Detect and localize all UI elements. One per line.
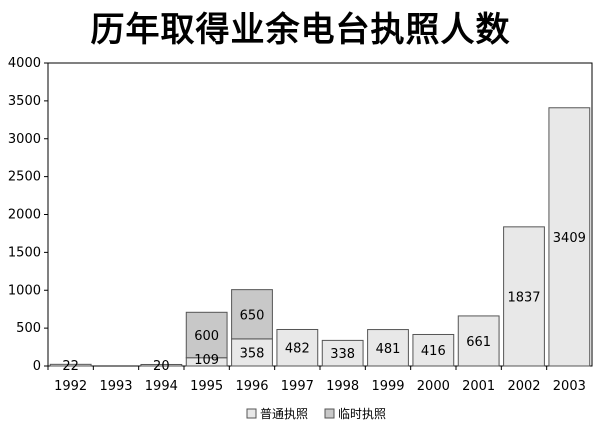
data-label-1994-regular: 20 <box>153 359 170 374</box>
data-label-2003-regular: 3409 <box>553 231 586 246</box>
legend-label-temporary: 临时执照 <box>338 407 386 421</box>
bar-1999-regular <box>367 329 409 367</box>
legend-swatch-regular <box>246 408 257 419</box>
x-tick-label: 1996 <box>235 379 268 394</box>
x-tick-label: 2002 <box>507 379 540 394</box>
bar-2000-regular <box>412 333 455 367</box>
x-tick-label: 1995 <box>190 379 223 394</box>
bar-1996-regular <box>231 338 273 367</box>
x-tick-label: 2001 <box>462 379 495 394</box>
x-tick-label: 2003 <box>553 379 586 394</box>
data-label-1998-regular: 338 <box>330 347 355 362</box>
bars <box>49 107 591 367</box>
legend: 普通执照 临时执照 <box>246 407 386 421</box>
y-tick-label: 3000 <box>8 132 41 147</box>
bar-1992-regular <box>49 363 92 367</box>
bar-2002-regular <box>503 226 545 367</box>
x-tick-label: 1992 <box>54 379 87 394</box>
data-label-2001-regular: 661 <box>466 335 491 350</box>
x-tick-label: 1993 <box>99 379 132 394</box>
data-label-1995-regular: 109 <box>194 353 219 368</box>
x-tick-label: 2000 <box>417 379 450 394</box>
bar-2001-regular <box>457 315 500 367</box>
bar-1995-temporary <box>185 311 228 359</box>
bar-1998-regular <box>321 339 364 367</box>
bar-1997-regular <box>276 328 319 367</box>
x-tick-label: 1994 <box>145 379 178 394</box>
y-tick-label: 500 <box>16 321 41 336</box>
axes: 0 500 1000 1500 2000 2500 3000 3500 4000 1992 1993… <box>8 56 593 394</box>
y-tick-label: 2500 <box>8 170 41 185</box>
y-tick-label: 1500 <box>8 245 41 260</box>
data-label-1999-regular: 481 <box>376 342 401 357</box>
y-tick-label: 0 <box>33 359 41 374</box>
bar-1996-temporary <box>231 289 273 340</box>
data-label-1996-regular: 358 <box>240 346 265 361</box>
y-tick-label: 4000 <box>8 56 41 71</box>
legend-label-regular: 普通执照 <box>260 407 308 421</box>
data-label-1992-regular: 22 <box>62 359 79 374</box>
data-label-2000-regular: 416 <box>421 344 446 359</box>
y-tick-label: 2000 <box>8 208 41 223</box>
x-tick-label: 1999 <box>371 379 404 394</box>
y-tick-label: 3500 <box>8 94 41 109</box>
bar-2003-regular <box>548 107 591 367</box>
legend-swatch-temporary <box>324 408 335 419</box>
data-label-1996-temporary: 650 <box>240 308 265 323</box>
chart-title: 历年取得业余电台执照人数 <box>90 10 511 50</box>
x-tick-label: 1998 <box>326 379 359 394</box>
y-tick-label: 1000 <box>8 283 41 298</box>
data-label-2002-regular: 1837 <box>507 290 540 305</box>
x-tick-label: 1997 <box>281 379 314 394</box>
data-label-1995-temporary: 600 <box>194 329 219 344</box>
bar-labels: 22 20 109 600 358 650 482 338 481 416 661 1837 3409 <box>62 231 585 374</box>
bar-1994-regular <box>140 363 183 367</box>
data-label-1997-regular: 482 <box>285 342 310 357</box>
